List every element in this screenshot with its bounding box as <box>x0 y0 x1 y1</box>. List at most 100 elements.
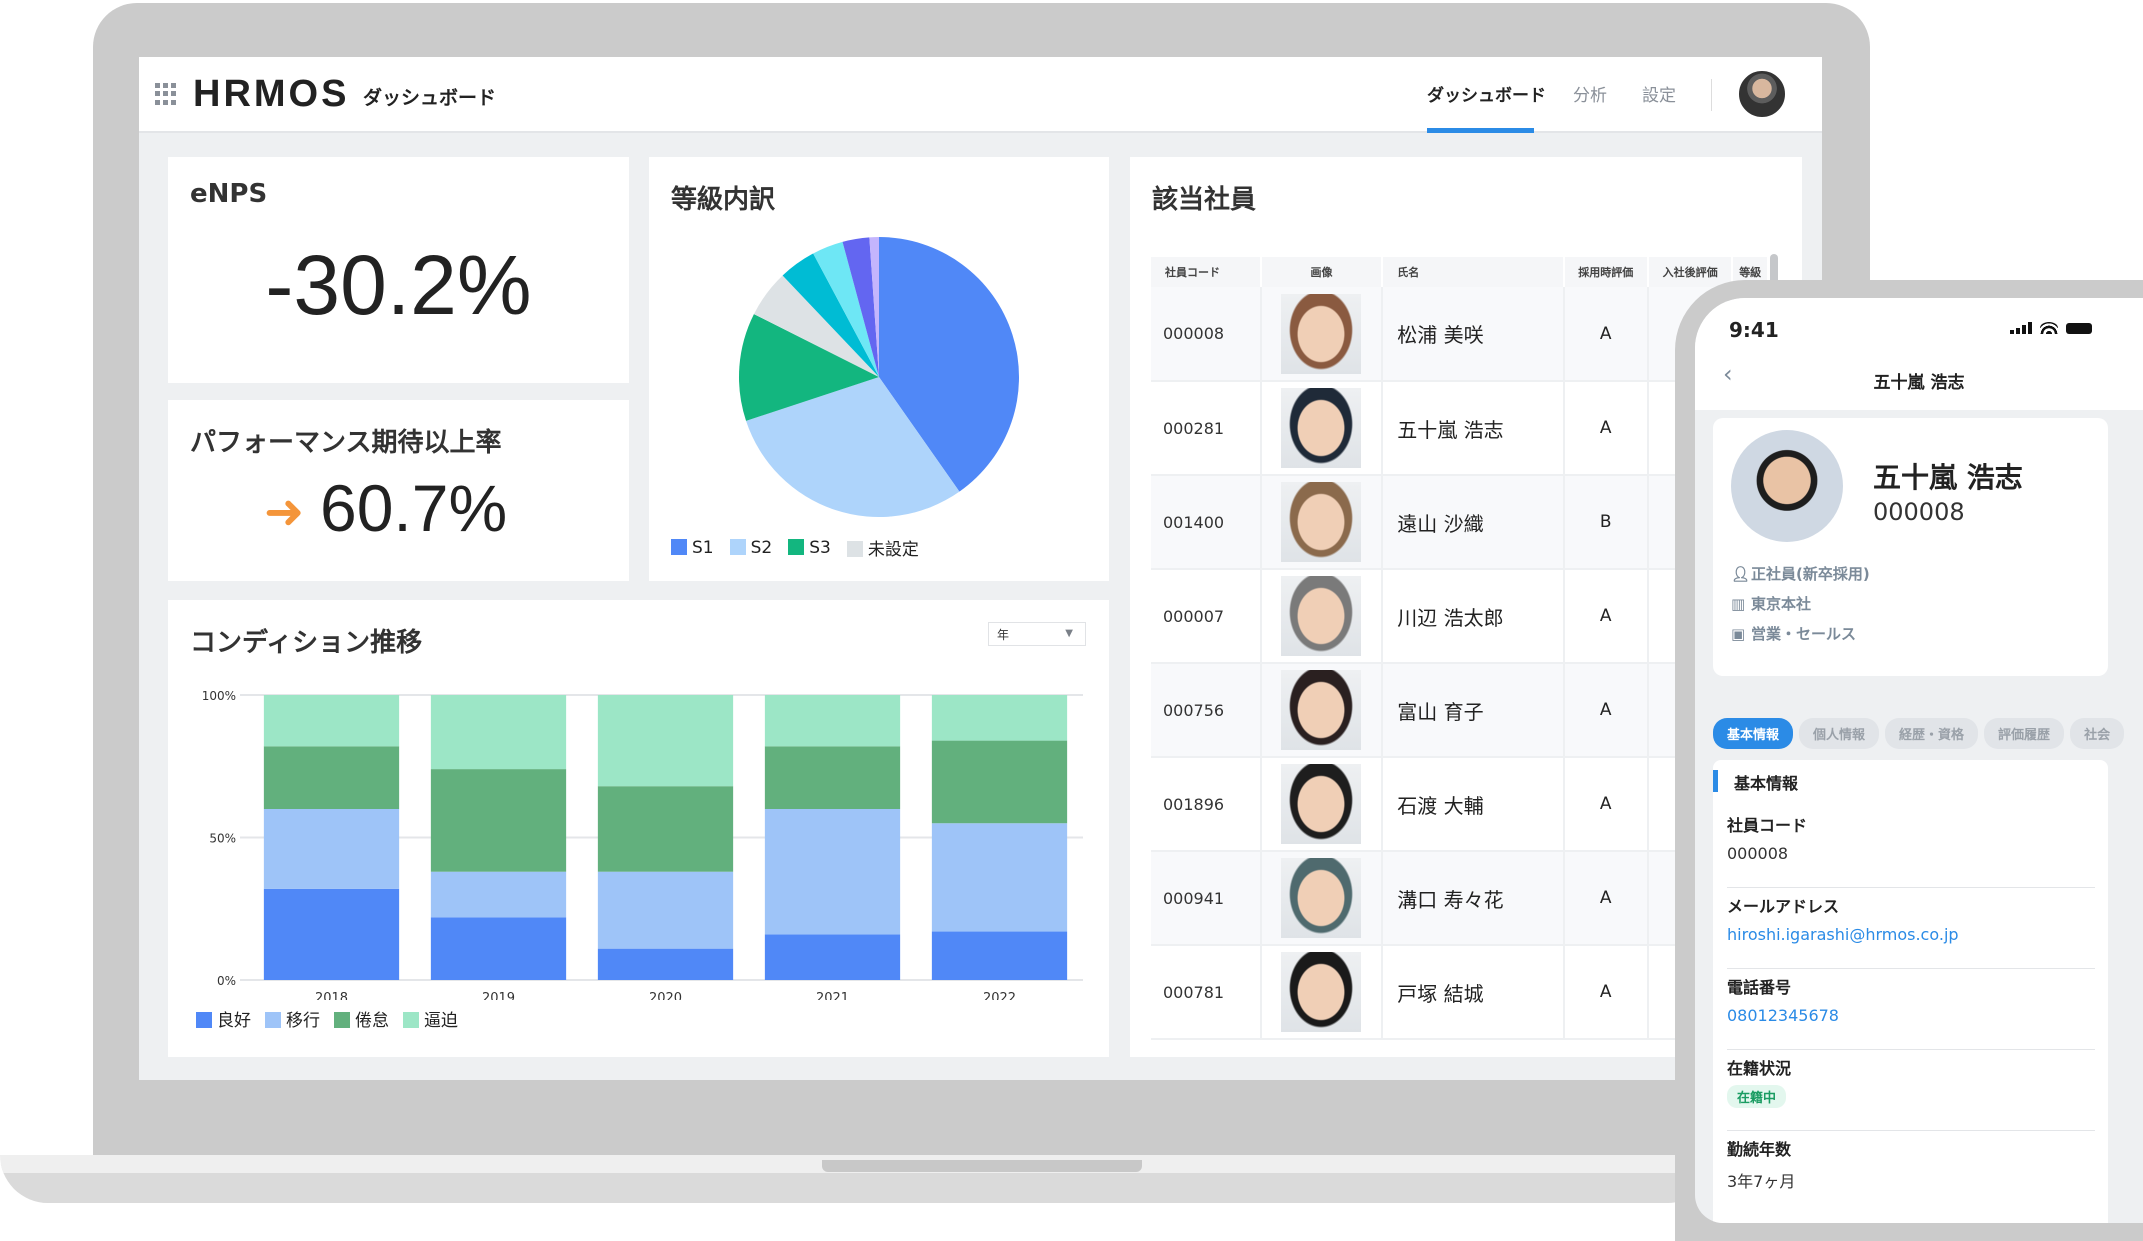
employee-photo <box>1281 482 1362 562</box>
employee-photo <box>1281 858 1362 938</box>
profile-tab[interactable]: 個人情報 <box>1799 718 1880 749</box>
app-title: ダッシュボード <box>363 87 497 109</box>
bar-segment-2020-3[interactable] <box>597 695 734 787</box>
meta-text: 営業・セールス <box>1751 625 1857 643</box>
profile-code: 000008 <box>1873 498 1965 526</box>
legend-item[interactable]: 逼迫 <box>403 1006 458 1031</box>
table-scrollbar[interactable] <box>1770 254 1778 294</box>
bar-segment-2018-2[interactable] <box>263 746 400 809</box>
nav-dashboard[interactable]: ダッシュボード <box>1427 86 1546 106</box>
legend-item[interactable]: S2 <box>729 538 772 558</box>
table-header: 社員コード 画像 氏名 採用時評価 入社後評価 等級 <box>1151 257 1769 287</box>
bar-segment-2019-2[interactable] <box>430 769 567 872</box>
bar-segment-2021-0[interactable] <box>764 934 901 980</box>
pie-title: 等級内訳 <box>671 185 776 215</box>
enps-value: -30.2% <box>265 238 532 332</box>
signal-icon <box>2010 322 2032 334</box>
user-avatar[interactable] <box>1737 69 1787 119</box>
legend-item[interactable]: 未設定 <box>846 535 919 560</box>
pie-slice-other-7[interactable] <box>869 237 879 377</box>
pie-slice-S1[interactable] <box>879 237 1019 492</box>
profile-tab[interactable]: 社会 <box>2070 718 2125 749</box>
logo[interactable]: HRMOS <box>193 73 350 115</box>
bar-segment-2020-2[interactable] <box>597 786 734 872</box>
bar-segment-2018-3[interactable] <box>263 695 400 747</box>
bar-segment-2021-1[interactable] <box>764 809 901 935</box>
y-tick-label: 0% <box>217 974 236 988</box>
pie-slice-other-4[interactable] <box>782 253 879 377</box>
field-label: 社員コード <box>1727 816 1808 835</box>
bar-segment-2021-3[interactable] <box>764 695 901 747</box>
legend-item[interactable]: S3 <box>788 538 831 558</box>
pie-slice-未設定[interactable] <box>753 275 879 377</box>
laptop-notch <box>822 1160 1142 1172</box>
info-field: 社員コード 000008 <box>1727 808 2095 888</box>
period-select[interactable]: 年 ▼ <box>988 622 1086 646</box>
legend-item[interactable]: 移行 <box>265 1006 320 1031</box>
info-field: 電話番号 08012345678 <box>1727 970 2095 1050</box>
employee-name: 溝口 寿々花 <box>1382 851 1565 946</box>
legend-item[interactable]: 良好 <box>196 1006 251 1031</box>
employee-photo <box>1281 576 1362 656</box>
bar-segment-2022-0[interactable] <box>931 931 1068 980</box>
x-tick-label: 2020 <box>649 991 682 1000</box>
field-value[interactable]: 08012345678 <box>1727 1006 1839 1025</box>
employee-photo <box>1281 388 1362 468</box>
profile-tab[interactable]: 経歴・資格 <box>1885 718 1979 749</box>
legend-swatch <box>671 538 687 555</box>
employee-name: 戸塚 結城 <box>1382 945 1565 1040</box>
bar-segment-2022-1[interactable] <box>931 823 1068 932</box>
profile-photo <box>1731 430 1843 542</box>
status-time: 9:41 <box>1729 318 1779 342</box>
status-icons <box>2010 322 2092 334</box>
nav-analysis[interactable]: 分析 <box>1573 86 1607 106</box>
building-icon: ▥ <box>1731 595 1746 613</box>
bar-segment-2018-1[interactable] <box>263 809 400 889</box>
legend-swatch <box>729 538 746 555</box>
pie-slice-S3[interactable] <box>739 314 879 421</box>
bar-segment-2018-0[interactable] <box>263 888 400 980</box>
field-label: メールアドレス <box>1727 897 1840 916</box>
hire-evaluation: A <box>1563 287 1649 382</box>
profile-tab[interactable]: 評価履歴 <box>1984 718 2065 749</box>
back-chevron-icon[interactable]: ‹ <box>1723 360 1733 388</box>
nav-settings[interactable]: 設定 <box>1642 86 1676 106</box>
bar-segment-2022-2[interactable] <box>931 740 1068 824</box>
hire-evaluation: A <box>1563 569 1649 664</box>
performance-value: 60.7% <box>320 471 508 545</box>
pie-slice-other-6[interactable] <box>842 237 879 377</box>
app-grid-icon[interactable] <box>155 83 177 105</box>
employee-code: 001896 <box>1151 757 1262 852</box>
legend-item[interactable]: S1 <box>671 538 714 558</box>
legend-item[interactable]: 倦怠 <box>334 1006 389 1031</box>
status-badge: 在籍中 <box>1727 1085 1787 1108</box>
photo-cell <box>1260 757 1384 852</box>
person-icon: 👤︎ <box>1731 565 1751 583</box>
column-header[interactable]: 入社後評価 <box>1647 257 1734 287</box>
bar-segment-2020-1[interactable] <box>597 871 734 949</box>
photo-cell <box>1260 569 1384 664</box>
column-header[interactable]: 採用時評価 <box>1563 257 1649 287</box>
profile-card: 五十嵐 浩志 000008 👤︎正社員(新卒採用) ▥ 東京本社 ▣ 営業・セールス <box>1713 418 2108 676</box>
bar-segment-2019-0[interactable] <box>430 917 567 980</box>
bar-segment-2020-0[interactable] <box>597 948 734 980</box>
field-value[interactable]: hiroshi.igarashi@hrmos.co.jp <box>1727 925 1959 944</box>
bar-segment-2019-1[interactable] <box>430 871 567 918</box>
employee-name: 石渡 大輔 <box>1382 757 1565 852</box>
column-header[interactable]: 画像 <box>1260 257 1384 287</box>
bar-segment-2022-3[interactable] <box>931 695 1068 741</box>
phone-topbar: 9:41 ‹ 五十嵐 浩志 <box>1695 298 2143 410</box>
pie-slice-other-5[interactable] <box>813 241 879 377</box>
pie-slice-S2[interactable] <box>746 377 960 517</box>
profile-tab[interactable]: 基本情報 <box>1713 718 1794 749</box>
arrow-right-icon: ➜ <box>264 484 305 540</box>
legend-label: 倦怠 <box>355 1011 389 1031</box>
column-header[interactable]: 氏名 <box>1382 257 1565 287</box>
column-header[interactable]: 社員コード <box>1151 257 1262 287</box>
y-tick-label: 100% <box>202 689 236 703</box>
legend-label: 移行 <box>286 1011 320 1031</box>
bar-segment-2021-2[interactable] <box>764 746 901 809</box>
bar-segment-2019-3[interactable] <box>430 695 567 770</box>
field-label: 電話番号 <box>1727 978 1792 997</box>
